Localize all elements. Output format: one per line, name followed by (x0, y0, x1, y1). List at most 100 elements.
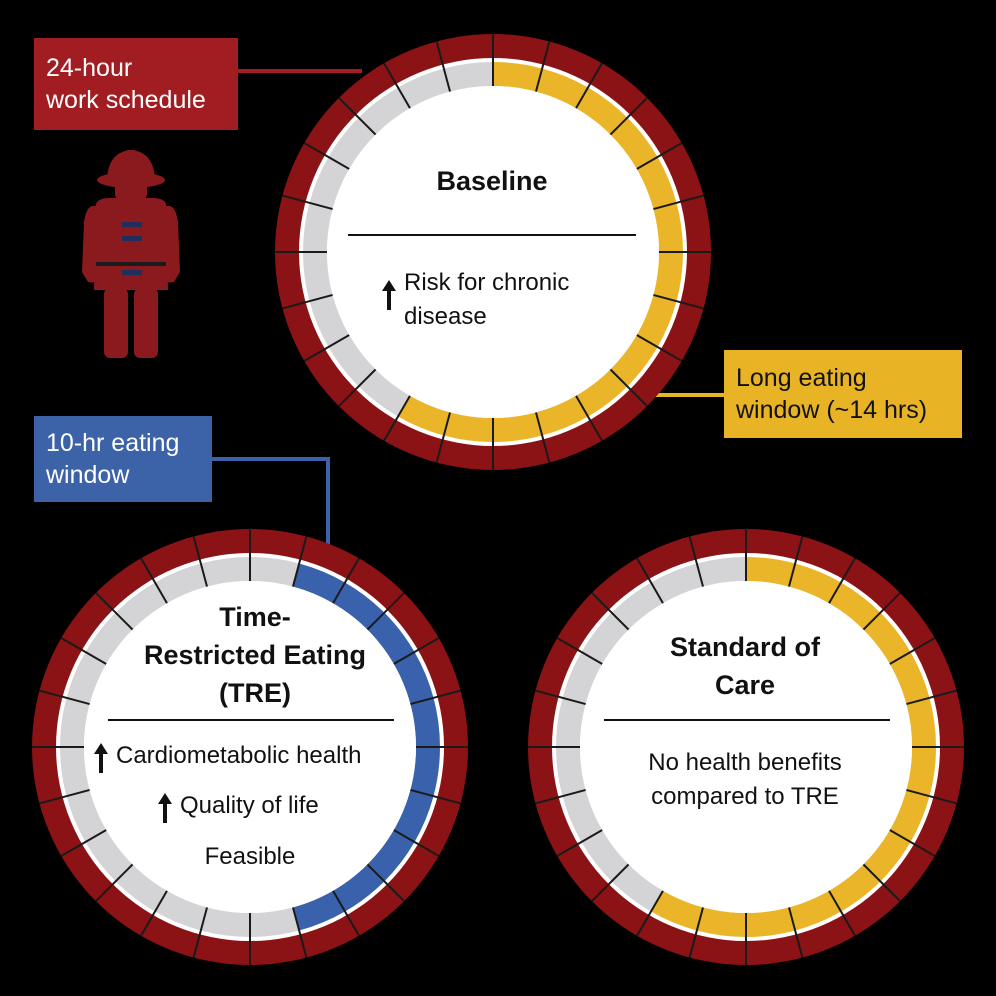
tre-clock-segment (410, 747, 440, 797)
tre-effect-1: Cardiometabolic health (94, 739, 414, 773)
tre-clock-tick (332, 557, 360, 604)
baseline-clock-segment (303, 252, 333, 302)
standard-clock-segment (611, 864, 663, 912)
tre-clock-tick (60, 637, 107, 665)
baseline-clock-tick (383, 62, 411, 109)
tre-clock-tick (332, 890, 360, 937)
standard-title-line1: Standard of (669, 632, 820, 662)
tre-clock-tick (192, 536, 209, 587)
tre-clock-segment (66, 652, 107, 705)
tre-clock-segment (66, 789, 107, 842)
tre-effect-2: Quality of life (158, 789, 378, 823)
tre-window-label-line2: window (46, 461, 130, 489)
standard-clock-segment (562, 789, 603, 842)
standard-clock-tick (688, 907, 705, 958)
standard-clock-tick (535, 689, 586, 706)
tre-title-line1: Time- (219, 602, 291, 632)
baseline-clock-face (327, 86, 659, 418)
tre-clock-segment (367, 830, 415, 882)
baseline-clock-segment (309, 294, 350, 347)
baseline-clock-segment (493, 412, 543, 442)
up-arrow-icon (158, 793, 172, 823)
baseline-clock-tick (575, 395, 603, 442)
baseline-clock-tick (282, 293, 333, 310)
standard-clock-segment (651, 563, 704, 604)
tre-clock-segment (333, 582, 385, 630)
tre-divider (108, 719, 394, 721)
tre-clock-tick (291, 536, 308, 587)
baseline-divider (348, 234, 636, 236)
standard-clock-segment (863, 830, 911, 882)
standard-clock-tick (636, 890, 664, 937)
baseline-clock-tick (575, 62, 603, 109)
standard-clock-segment (696, 557, 746, 587)
tre-clock-segment (333, 864, 385, 912)
long-window-label-line1: Long eating (736, 364, 867, 392)
baseline-clock-segment (535, 68, 588, 109)
standard-clock-segment (906, 697, 937, 747)
standard-divider (604, 719, 890, 721)
baseline-clock-segment (398, 395, 451, 436)
standard-effect: No health benefits compared to TRE (620, 746, 870, 814)
tre-clock-segment (393, 652, 434, 705)
standard-title: Standard of Care (615, 628, 875, 704)
baseline-clock-tick (435, 41, 452, 92)
tre-window-label-line1: 10-hr eating (46, 429, 180, 457)
tre-clock-tick (410, 689, 461, 706)
baseline-clock-segment (636, 157, 677, 210)
baseline-clock-tick (609, 368, 648, 407)
tre-clock-tick (140, 557, 168, 604)
tre-clock-tick (410, 788, 461, 805)
tre-title-line3: (TRE) (219, 678, 291, 708)
tre-effect-3-text: Feasible (204, 843, 296, 870)
standard-clock-segment (746, 557, 796, 587)
up-arrow-icon (94, 743, 108, 773)
tre-clock-segment (115, 582, 167, 630)
baseline-clock-segment (535, 395, 588, 436)
standard-clock-segment (611, 582, 663, 630)
baseline-clock-segment (443, 62, 493, 92)
tre-clock-segment (85, 612, 133, 664)
baseline-clock-segment (653, 202, 683, 252)
standard-clock-tick (862, 863, 901, 902)
baseline-clock-tick (609, 97, 648, 136)
tre-clock-segment (85, 830, 133, 882)
standard-clock-tick (787, 536, 804, 587)
tre-clock-tick (140, 890, 168, 937)
baseline-clock-segment (636, 294, 677, 347)
baseline-clock-segment (493, 62, 543, 92)
baseline-clock-segment (576, 87, 628, 135)
standard-clock-tick (591, 592, 630, 631)
baseline-clock (275, 34, 711, 470)
baseline-clock-segment (328, 335, 376, 387)
tre-clock-tick (39, 689, 90, 706)
baseline-effect-text: Risk for chronic disease (404, 269, 570, 330)
baseline-clock-segment (303, 202, 333, 252)
schedule-label: 24-hour work schedule (34, 38, 238, 130)
tre-clock-tick (291, 907, 308, 958)
baseline-clock-tick (303, 334, 350, 362)
long-window-label: Long eating window (~14 hrs) (724, 350, 962, 438)
baseline-clock-tick (534, 41, 551, 92)
baseline-clock-tick (303, 142, 350, 170)
standard-clock-segment (581, 612, 629, 664)
standard-clock-tick (787, 907, 804, 958)
tre-clock-segment (60, 697, 90, 747)
standard-clock-face (580, 581, 912, 913)
standard-clock-segment (562, 652, 603, 705)
standard-clock-tick (906, 788, 957, 805)
standard-clock-segment (889, 652, 930, 705)
tre-clock-segment (60, 747, 90, 797)
standard-effect-text: No health benefits compared to TRE (648, 749, 842, 810)
baseline-clock-segment (358, 87, 410, 135)
tre-title: Time- Restricted Eating (TRE) (110, 598, 400, 712)
baseline-clock-tick (653, 293, 704, 310)
tre-clock-segment (292, 563, 345, 604)
tre-clock-segment (155, 563, 208, 604)
up-arrow-icon (382, 280, 396, 330)
baseline-clock-segment (610, 335, 658, 387)
standard-of-care-clock (528, 529, 964, 965)
baseline-clock-tick (282, 194, 333, 211)
